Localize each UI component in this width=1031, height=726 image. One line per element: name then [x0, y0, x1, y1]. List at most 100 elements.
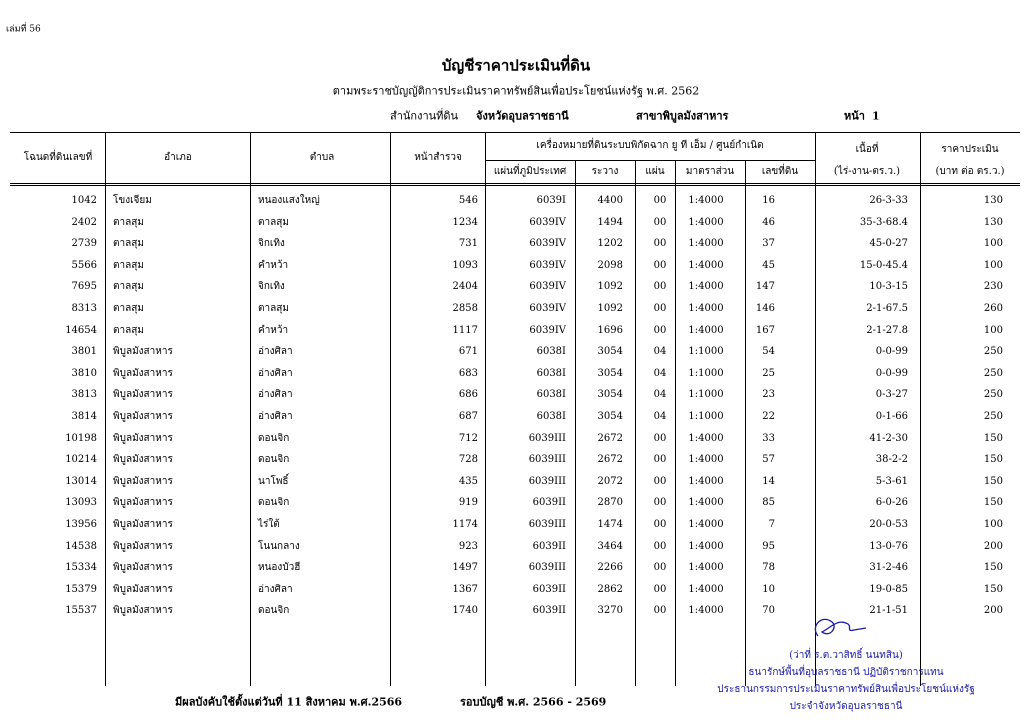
table-cell: 00 — [653, 454, 667, 466]
table-cell: 130 — [983, 216, 1003, 228]
table-cell: 41-2-30 — [869, 432, 908, 444]
table-cell: 683 — [458, 367, 478, 379]
table-cell: 1:4000 — [688, 238, 724, 250]
table-cell: 19-0-85 — [869, 583, 908, 595]
table-cell: 150 — [983, 562, 1003, 574]
table-cell: ตาลสุม — [113, 281, 144, 293]
account-cycle: รอบบัญชี พ.ศ. 2566 - 2569 — [460, 695, 607, 709]
table-cell: พิบูลมังสาหาร — [113, 367, 173, 379]
table-cell: 2-1-27.8 — [866, 324, 908, 336]
table-cell: 22 — [762, 411, 775, 422]
signature-mark — [814, 618, 867, 637]
table-cell: 2404 — [452, 281, 478, 293]
table-cell: อ่างศิลา — [258, 346, 293, 358]
column-header: เนื้อที่ — [855, 144, 879, 155]
table-cell: จิกเทิง — [258, 238, 285, 250]
table-cell: ตาลสุม — [113, 324, 144, 336]
table-cell: 3464 — [597, 540, 623, 552]
table-cell: 00 — [653, 324, 667, 336]
table-cell: 146 — [755, 303, 775, 314]
table-cell: ตาลสุม — [258, 216, 289, 228]
table-cell: 1117 — [452, 324, 478, 336]
table-cell: 6039III — [528, 475, 566, 487]
table-cell: 37 — [762, 238, 775, 250]
table-cell: 1:4000 — [688, 454, 724, 466]
table-cell: 35-3-68.4 — [859, 216, 908, 228]
table-cell: 7695 — [71, 281, 97, 293]
table-cell: 1740 — [452, 605, 478, 617]
table-cell: 33 — [762, 432, 775, 444]
table-cell: 200 — [983, 605, 1003, 617]
table-cell: 7 — [768, 519, 775, 530]
table-cell: 00 — [653, 605, 667, 617]
table-cell: 4400 — [597, 195, 623, 206]
province: จังหวัดอุบลราชธานี — [476, 109, 569, 123]
table-cell: 0-1-66 — [875, 411, 908, 422]
table-cell: 6038I — [536, 346, 566, 358]
table-cell: 260 — [983, 303, 1003, 314]
table-cell: 1696 — [597, 324, 623, 336]
signer-position: ธนารักษ์พื้นที่อุบลราชธานี ปฏิบัติราชการ… — [748, 667, 944, 678]
table-cell: 1:4000 — [688, 303, 724, 314]
volume-label: เล่มที่ 56 — [6, 24, 41, 35]
table-cell: 100 — [983, 259, 1003, 271]
table-cell: 923 — [458, 540, 478, 552]
table-cell: 6038I — [536, 411, 566, 422]
table-cell: 150 — [983, 497, 1003, 509]
table-cell: คำหว้า — [258, 259, 289, 271]
table-cell: 200 — [983, 540, 1003, 552]
table-cell: 3270 — [597, 605, 623, 617]
table-cell: 6039III — [528, 454, 566, 466]
table-cell: 686 — [458, 389, 478, 401]
table-cell: 100 — [983, 519, 1003, 530]
table-cell: 1:4000 — [688, 497, 724, 509]
table-cell: 00 — [653, 540, 667, 552]
table-cell: ดอนจิก — [258, 497, 290, 509]
table-cell: 04 — [653, 389, 667, 401]
table-cell: 54 — [762, 346, 775, 358]
column-header: ตำบล — [309, 152, 335, 163]
table-cell: 14 — [762, 475, 775, 487]
table-cell: 6-0-26 — [875, 497, 908, 509]
table-cell: 00 — [653, 259, 667, 271]
table-cell: 00 — [653, 562, 667, 574]
table-cell: 1:4000 — [688, 432, 724, 444]
table-cell: 1042 — [71, 195, 97, 206]
table-cell: 6038I — [536, 389, 566, 401]
table-cell: 1:4000 — [688, 259, 724, 271]
table-cell: 00 — [653, 497, 667, 509]
table-cell: 3054 — [597, 411, 623, 422]
column-header: (บาท ต่อ ตร.ว.) — [935, 166, 1005, 177]
table-cell: พิบูลมังสาหาร — [113, 497, 173, 509]
table-cell: 8313 — [71, 303, 97, 314]
table-cell: 46 — [762, 216, 775, 228]
table-cell: 1093 — [452, 259, 478, 271]
table-cell: พิบูลมังสาหาร — [113, 605, 173, 617]
table-cell: 45 — [762, 259, 775, 271]
table-cell: 546 — [458, 195, 478, 206]
table-cell: 1:4000 — [688, 562, 724, 574]
table-cell: 1494 — [597, 216, 623, 228]
table-cell: 04 — [653, 346, 667, 358]
table-cell: 13093 — [65, 497, 97, 509]
table-cell: อ่างศิลา — [258, 583, 293, 595]
table-cell: 167 — [755, 324, 775, 336]
table-cell: หนองบัวฮี — [258, 562, 301, 574]
table-cell: ดอนจิก — [258, 432, 290, 444]
table-cell: พิบูลมังสาหาร — [113, 389, 173, 401]
table-cell: 15334 — [65, 562, 97, 574]
table-cell: ดอนจิก — [258, 454, 290, 466]
table-cell: จิกเทิง — [258, 281, 285, 293]
table-cell: 5566 — [71, 259, 97, 271]
table-cell: 2672 — [597, 454, 623, 466]
table-cell: 2-1-67.5 — [866, 303, 908, 314]
table-cell: 671 — [458, 346, 478, 358]
column-header: แผ่นที่ภูมิประเทศ — [493, 166, 567, 177]
table-cell: 6039II — [532, 605, 566, 617]
table-cell: อ่างศิลา — [258, 367, 293, 379]
table-cell: 70 — [762, 605, 775, 617]
table-cell: พิบูลมังสาหาร — [113, 519, 173, 530]
table-cell: คำหว้า — [258, 324, 289, 336]
table-cell: 6039IV — [529, 216, 566, 228]
